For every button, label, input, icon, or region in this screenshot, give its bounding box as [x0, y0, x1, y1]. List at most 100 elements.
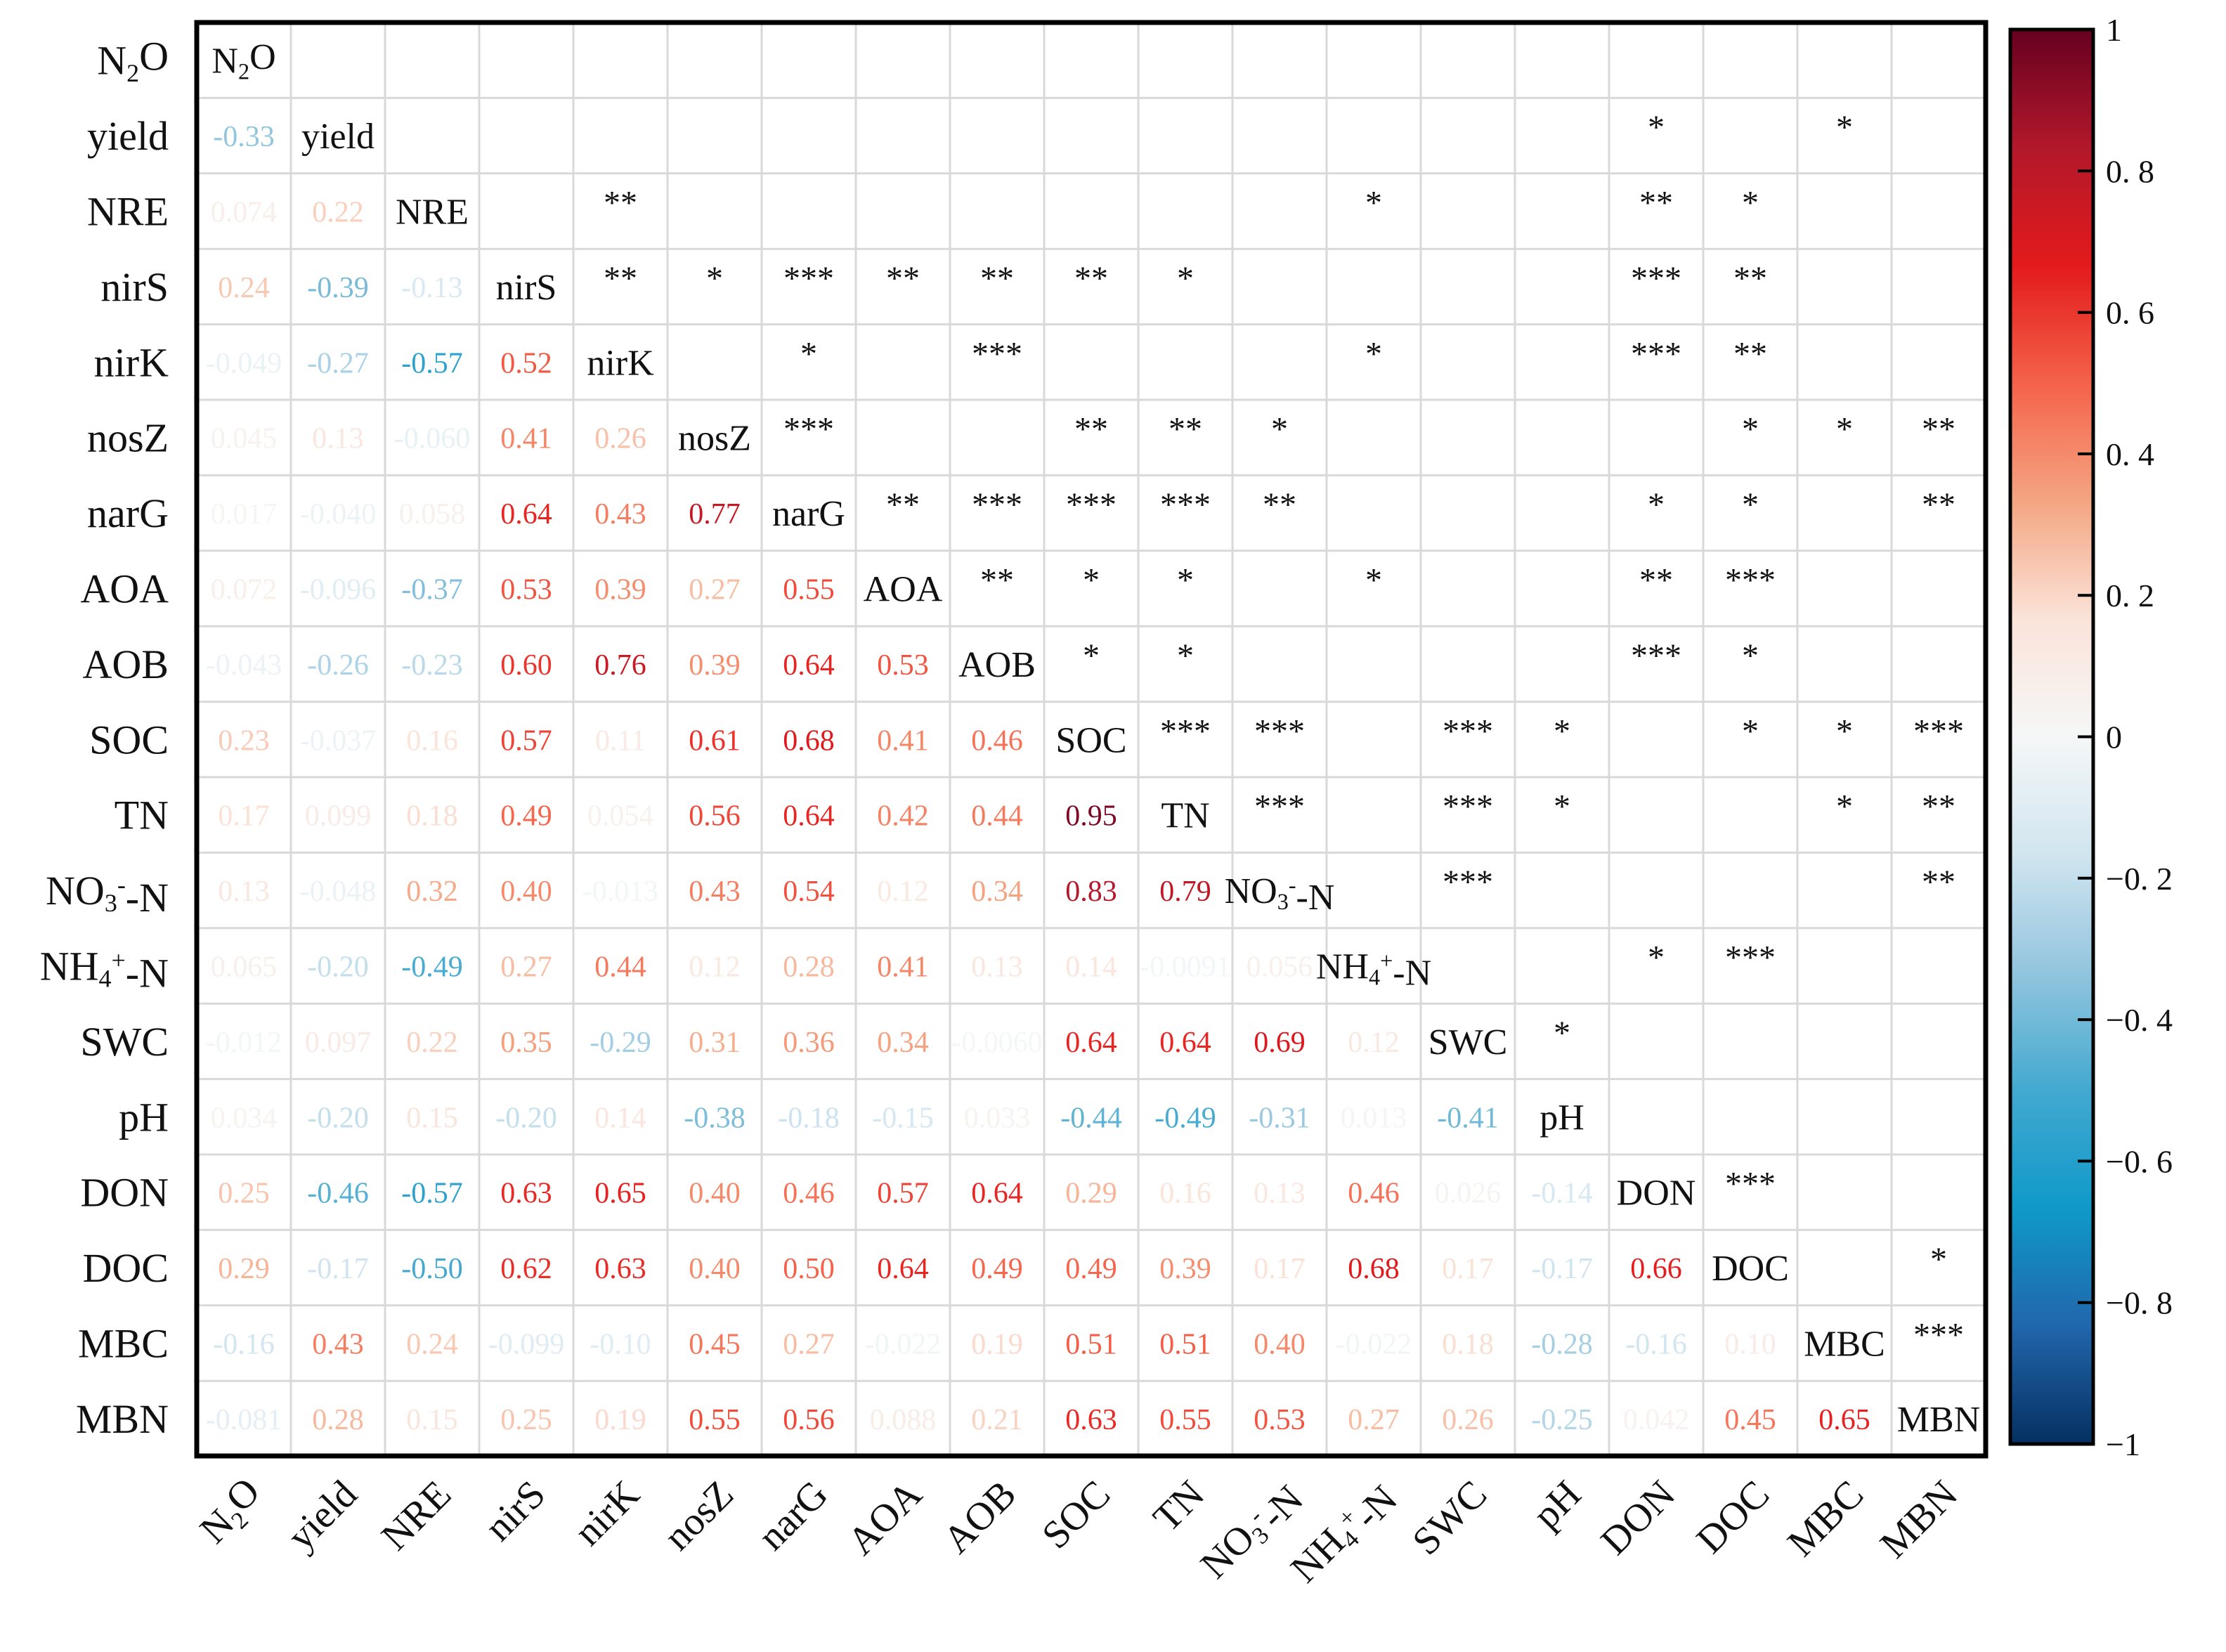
significance-stars: *: [1836, 411, 1853, 448]
corr-value: 0.44: [971, 800, 1023, 833]
col-label-tn: TN: [1145, 1472, 1213, 1540]
significance-stars: *: [1554, 713, 1570, 750]
corr-value: 0.017: [211, 498, 278, 531]
corr-value: 0.32: [406, 876, 458, 908]
significance-stars: ***: [1631, 637, 1681, 675]
significance-stars: ***: [1913, 1317, 1964, 1354]
significance-stars: ***: [1443, 713, 1493, 750]
significance-stars: *: [1836, 788, 1853, 826]
corr-value: 0.18: [406, 800, 458, 833]
corr-value: 0.13: [312, 423, 364, 455]
significance-stars: *: [800, 335, 817, 372]
corr-value: 0.12: [689, 951, 741, 984]
colorbar-tick-label: −0. 6: [2106, 1143, 2173, 1179]
corr-value: 0.60: [500, 649, 552, 682]
row-label-n2o: N2O: [97, 34, 169, 87]
corr-value: 0.40: [689, 1253, 741, 1285]
row-label-no3-n: NO3--N: [46, 868, 169, 921]
col-label-nirk: nirK: [566, 1472, 648, 1554]
corr-value: -0.27: [307, 347, 369, 379]
corr-value: 0.45: [689, 1329, 741, 1361]
significance-stars: *: [1742, 185, 1759, 222]
diagonal-label-nirk: nirK: [587, 343, 654, 383]
row-label-soc: SOC: [89, 717, 169, 762]
diagonal-label-ph: pH: [1540, 1098, 1584, 1138]
colorbar-tick-label: −0. 4: [2106, 1002, 2173, 1038]
corr-value: 0.64: [783, 649, 835, 682]
significance-stars: *: [1930, 1241, 1947, 1278]
significance-stars: **: [1922, 411, 1955, 448]
significance-stars: ***: [1725, 562, 1776, 599]
corr-value: 0.097: [305, 1027, 372, 1059]
row-label-aob: AOB: [83, 642, 169, 687]
corr-value: 0.55: [783, 574, 835, 606]
corr-value: 0.16: [1159, 1178, 1211, 1210]
diagonal-label-soc: SOC: [1055, 720, 1126, 760]
col-label-no3-n: NO3--N: [1192, 1472, 1312, 1592]
corr-value: 0.62: [500, 1253, 552, 1285]
corr-value: 0.54: [783, 876, 835, 908]
corr-value: 0.55: [689, 1404, 741, 1436]
significance-stars: ***: [972, 335, 1022, 372]
plot-frame: [194, 20, 1989, 1459]
corr-value: 0.22: [312, 197, 364, 229]
col-label-don: DON: [1593, 1472, 1684, 1563]
corr-value: 0.27: [500, 951, 552, 984]
row-label-don: DON: [80, 1170, 169, 1216]
significance-stars: **: [886, 486, 920, 523]
corr-value: 0.68: [783, 724, 835, 757]
corr-value: -0.15: [872, 1102, 934, 1134]
significance-stars: ***: [1443, 864, 1493, 901]
col-label-soc: SOC: [1034, 1472, 1119, 1557]
diagonal-label-swc: SWC: [1428, 1022, 1508, 1062]
significance-stars: *: [1554, 1015, 1570, 1052]
corr-value: -0.060: [394, 423, 471, 455]
significance-stars: *: [1083, 562, 1100, 599]
corr-value: 0.44: [594, 951, 646, 984]
corr-value: 0.64: [971, 1178, 1023, 1210]
corr-value: 0.53: [877, 649, 929, 682]
significance-stars: **: [1733, 260, 1767, 297]
significance-stars: ***: [1066, 486, 1117, 523]
corr-value: -0.048: [300, 876, 377, 908]
corr-value: -0.037: [300, 724, 377, 757]
corr-value: 0.21: [971, 1404, 1023, 1436]
corr-value: 0.40: [1254, 1329, 1306, 1361]
significance-stars: **: [980, 260, 1014, 297]
corr-value: -0.41: [1437, 1102, 1499, 1134]
row-label-ph: pH: [119, 1094, 169, 1140]
corr-value: 0.69: [1254, 1027, 1306, 1059]
corr-value: -0.49: [1154, 1102, 1216, 1134]
corr-value: 0.29: [1065, 1178, 1117, 1210]
col-label-aob: AOB: [935, 1472, 1024, 1561]
colorbar-tick-label: −1: [2106, 1426, 2140, 1462]
corr-value: 0.14: [594, 1102, 646, 1134]
corr-value: 0.39: [1159, 1253, 1211, 1285]
corr-value: 0.17: [1254, 1253, 1306, 1285]
corr-value: 0.054: [587, 800, 654, 833]
col-label-mbc: MBC: [1779, 1472, 1872, 1565]
diagonal-label-yield: yield: [301, 117, 375, 157]
corr-value: -0.46: [307, 1178, 369, 1210]
corr-value: -0.040: [300, 498, 377, 531]
corr-value: 0.63: [500, 1178, 552, 1210]
corr-value: 0.41: [877, 951, 929, 984]
matrix-cells: -0.330.074 0.220.24 -0.39 -0.13-0.049 -0.27-…: [206, 37, 1980, 1440]
significance-stars: *: [1365, 562, 1382, 599]
corr-value: 0.13: [971, 951, 1023, 984]
corr-value: 0.27: [783, 1329, 835, 1361]
diagonal-label-aoa: AOA: [864, 570, 943, 610]
corr-value: 0.17: [1442, 1253, 1494, 1285]
corr-value: 0.19: [971, 1329, 1023, 1361]
significance-stars: *: [1554, 788, 1570, 826]
corr-value: 0.13: [1254, 1178, 1306, 1210]
diagonal-label-mbc: MBC: [1804, 1325, 1885, 1365]
corr-value: 0.40: [500, 876, 552, 908]
corr-value: 0.26: [594, 423, 646, 455]
corr-value: 0.49: [500, 800, 552, 833]
corr-value: 0.43: [594, 498, 646, 531]
corr-value: 0.56: [783, 1404, 835, 1436]
corr-value: 0.22: [406, 1027, 458, 1059]
corr-value: -0.39: [307, 272, 369, 304]
corr-value: 0.28: [312, 1404, 364, 1436]
